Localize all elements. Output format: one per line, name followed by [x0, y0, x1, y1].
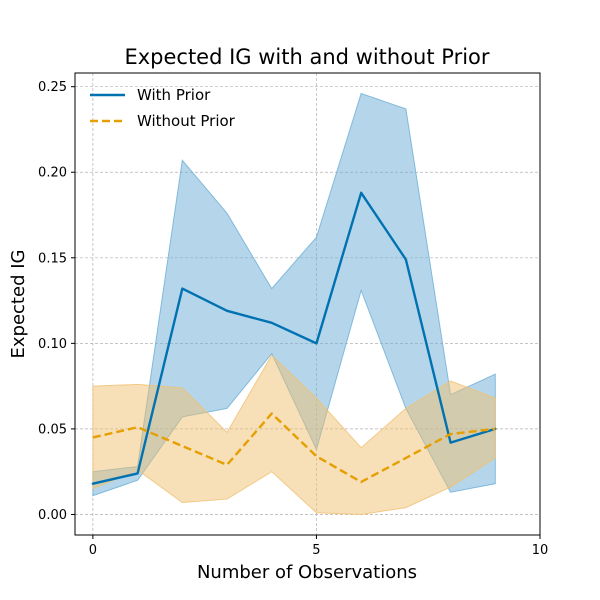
line-layer — [91, 191, 497, 485]
y-axis: 0.00 0.05 0.10 0.15 0.20 0.25 — [38, 80, 75, 523]
x-tick-label-2: 10 — [532, 543, 549, 558]
legend-label-0: With Prior — [137, 86, 211, 104]
y-tick-label-3: 0.15 — [38, 251, 67, 266]
y-tick-label-1: 0.05 — [38, 422, 67, 437]
band-layer — [92, 92, 496, 515]
line-series-0 — [91, 191, 497, 485]
x-axis-title: Number of Observations — [197, 562, 417, 583]
y-tick-label-0: 0.00 — [38, 508, 67, 523]
x-axis: 0 5 10 — [89, 535, 549, 558]
plot-frame — [74, 72, 541, 536]
chart-title: Expected IG with and without Prior — [124, 45, 489, 69]
x-tick-label-0: 0 — [89, 543, 97, 558]
line-series-1 — [92, 412, 496, 484]
y-tick-label-5: 0.25 — [38, 80, 67, 95]
legend-label-1: Without Prior — [137, 112, 236, 130]
y-axis-title: Expected IG — [8, 250, 29, 359]
legend: With Prior Without Prior — [90, 86, 236, 130]
y-tick-label-2: 0.10 — [38, 337, 67, 352]
plot-area — [74, 72, 541, 536]
y-tick-label-4: 0.20 — [38, 166, 67, 181]
x-tick-label-1: 5 — [312, 543, 320, 558]
